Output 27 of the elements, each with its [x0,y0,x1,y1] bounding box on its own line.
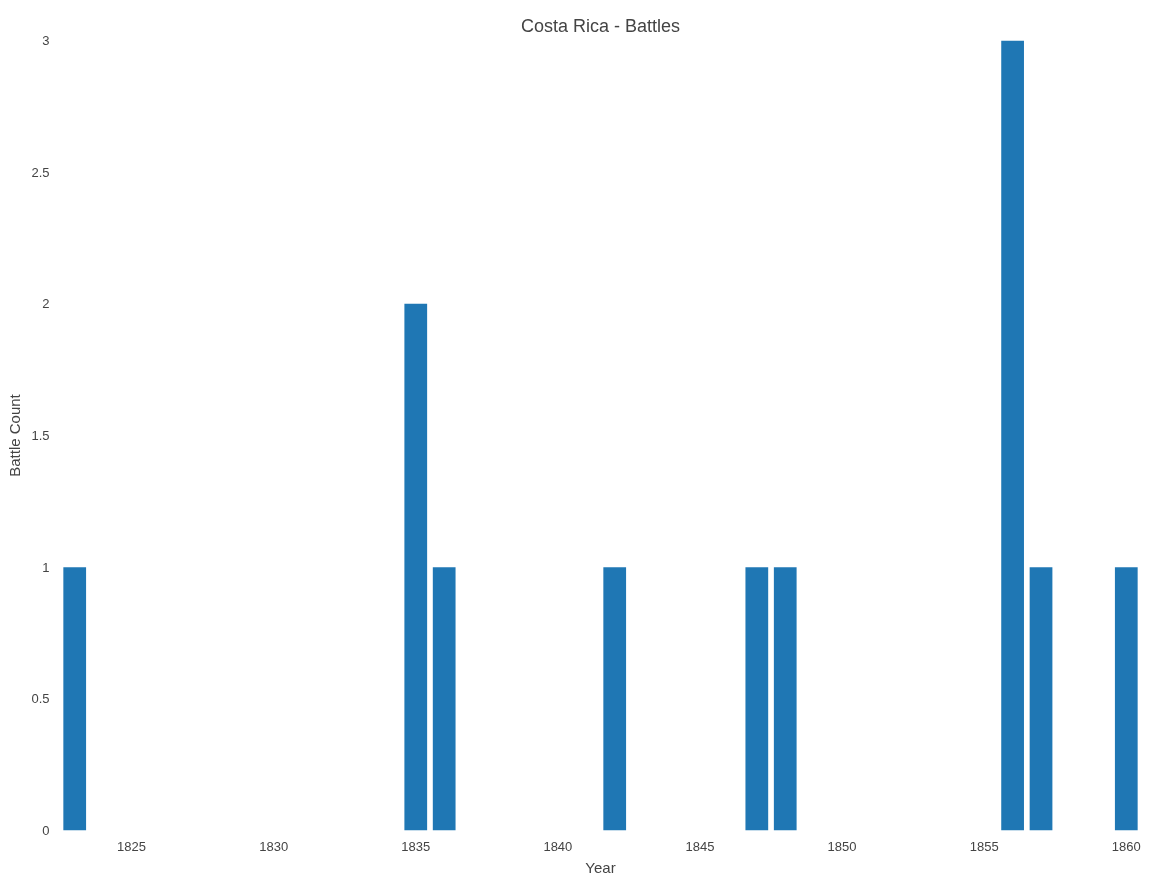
y-axis-title: Battle Count [6,393,24,477]
y-tick-label: 0 [42,823,50,838]
x-tick-label: 1840 [543,838,573,854]
bar [1001,40,1024,831]
bar [603,567,627,831]
y-tick-label: 3 [42,33,50,48]
bar [63,567,87,831]
y-tick-label: 1 [42,559,50,575]
x-tick-label: 1860 [1111,838,1141,854]
x-tick-label: 1825 [117,838,147,854]
bar [432,567,456,831]
chart-title: Costa Rica - Battles [520,15,681,36]
bar [773,567,797,831]
x-axis-title: Year [585,858,616,876]
bar [745,567,769,831]
x-tick-label: 1850 [827,838,857,854]
y-tick-label: 0.5 [31,691,50,707]
y-tick-label: 1.5 [31,428,50,443]
x-tick-label: 1845 [685,838,715,854]
x-tick-label: 1830 [259,838,289,854]
y-tick-label: 2.5 [31,164,50,180]
y-tick-label: 2 [42,296,50,312]
bar [1114,567,1138,831]
bar [404,303,428,831]
bar [1029,567,1053,831]
x-tick-label: 1835 [401,838,431,854]
x-tick-label: 1855 [969,838,999,854]
